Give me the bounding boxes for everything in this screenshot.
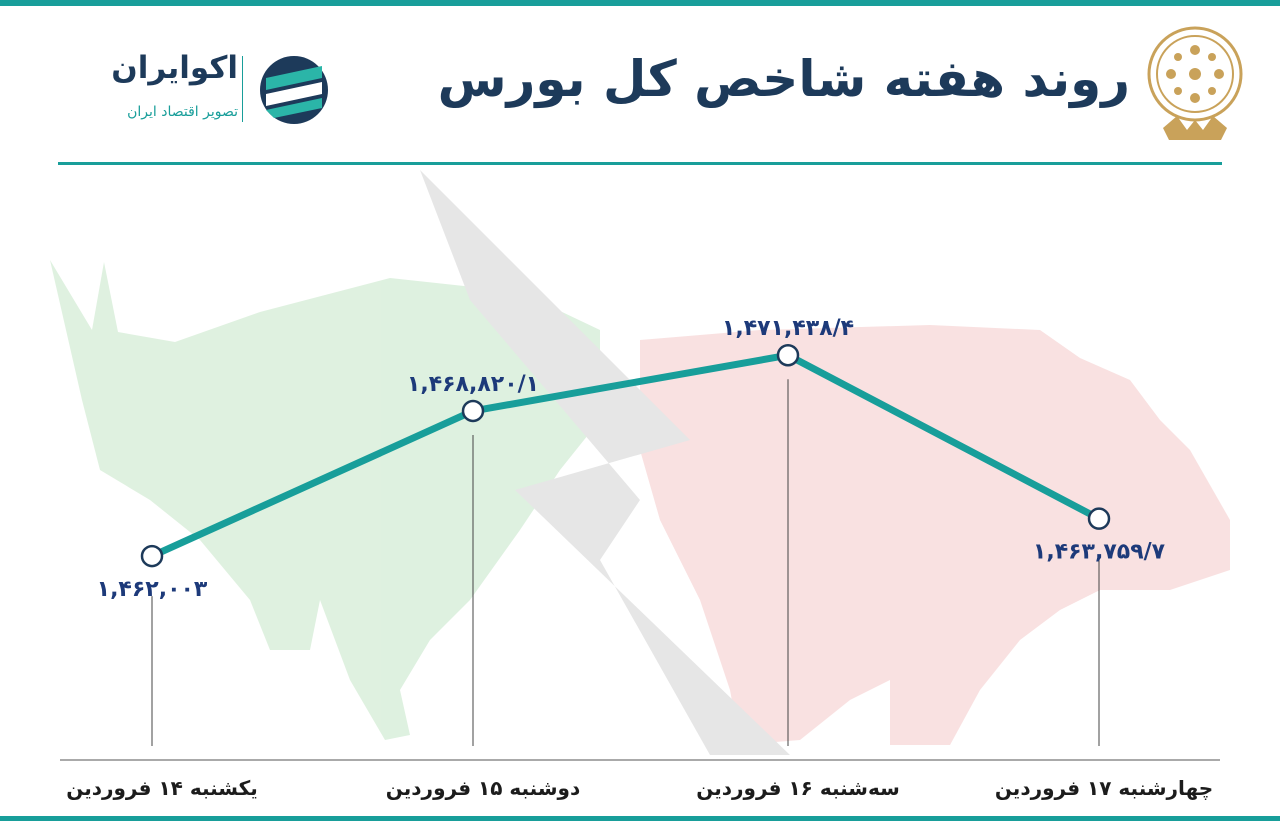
data-point	[461, 399, 485, 423]
data-point	[140, 544, 164, 568]
x-tick-label: چهارشنبه ۱۷ فروردین	[995, 776, 1213, 801]
header-rule	[58, 162, 1222, 165]
x-tick-label: سه‌شنبه ۱۶ فروردین	[696, 776, 900, 800]
series-line	[148, 351, 1103, 560]
data-point	[1087, 507, 1111, 530]
bottom-border	[0, 816, 1280, 821]
lightning-shape	[420, 170, 790, 755]
data-point	[776, 343, 800, 367]
page-title: روند هفته شاخص کل بورس	[437, 50, 1130, 108]
brand-logo-icon	[260, 56, 328, 124]
brand-name: اکوایران	[111, 50, 238, 86]
value-label: ۱,۴۷۱,۴۳۸/۴	[722, 316, 854, 341]
x-tick-label: یکشنبه ۱۴ فروردین	[66, 776, 258, 800]
top-border	[0, 0, 1280, 6]
brand: اکوایران تصویر اقتصاد ایران	[74, 50, 334, 130]
stock-exchange-emblem-icon	[1147, 26, 1243, 140]
bull-silhouette-icon	[50, 260, 600, 740]
bear-silhouette-icon	[640, 325, 1230, 745]
brand-divider	[242, 56, 243, 122]
value-label: ۱,۴۶۸,۸۲۰/۱	[407, 372, 539, 397]
brand-subtitle: تصویر اقتصاد ایران	[127, 104, 238, 120]
value-label: ۱,۴۶۳,۷۵۹/۷	[1033, 540, 1166, 565]
value-label: ۱,۴۶۲,۰۰۳	[97, 577, 208, 602]
x-tick-label: دوشنبه ۱۵ فروردین	[386, 776, 580, 800]
